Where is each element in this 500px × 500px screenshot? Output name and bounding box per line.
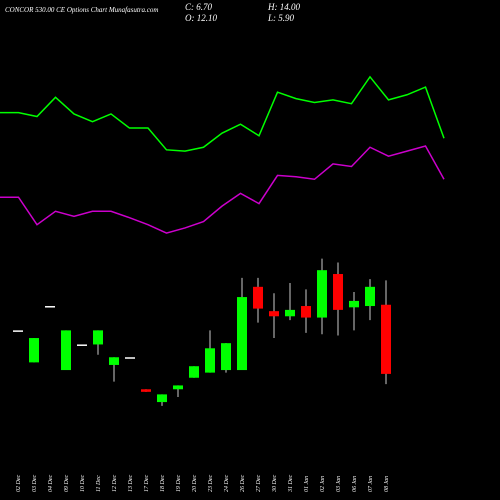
candle-body	[269, 311, 279, 317]
overlay-line	[0, 145, 445, 234]
info-low: L: 5.90	[267, 13, 295, 23]
candle-body	[349, 300, 359, 308]
candle-body	[253, 286, 263, 309]
x-tick-label: 01 Jan	[304, 476, 310, 492]
x-tick-label: 11 Dec	[96, 475, 102, 492]
candle-body	[77, 344, 87, 346]
x-tick-label: 31 Dec	[288, 475, 294, 493]
candle-body	[29, 338, 39, 363]
candle-body	[61, 330, 71, 371]
candle-body	[93, 330, 103, 345]
x-tick-label: 20 Dec	[192, 475, 198, 492]
candle-body	[141, 389, 151, 392]
x-tick-label: 30 Dec	[272, 475, 278, 493]
x-tick-label: 23 Dec	[208, 475, 214, 492]
info-open: O: 12.10	[185, 13, 217, 23]
candle-body	[173, 385, 183, 390]
x-tick-label: 24 Dec	[223, 475, 230, 492]
x-tick-label: 12 Dec	[112, 475, 118, 492]
x-tick-label: 04 Dec	[47, 475, 54, 492]
candle-body	[125, 357, 135, 359]
candle-body	[301, 306, 311, 318]
x-tick-label: 26 Dec	[240, 475, 246, 492]
candle-body	[109, 357, 119, 365]
candle-body	[205, 348, 215, 373]
candle-body	[365, 286, 375, 307]
x-tick-label: 06 Jan	[352, 476, 358, 492]
x-tick-label: 08 Jan	[384, 476, 390, 492]
chart-title: CONCOR 530.00 CE Options Chart Munafasut…	[5, 6, 158, 14]
info-high: H: 14.00	[267, 2, 300, 12]
x-tick-label: 02 Dec	[16, 475, 22, 492]
x-tick-label: 07 Jan	[368, 476, 374, 492]
x-tick-label: 17 Dec	[144, 475, 150, 492]
candle-body	[13, 330, 23, 332]
candle-body	[189, 366, 199, 378]
x-tick-label: 18 Dec	[160, 475, 166, 492]
candle-body	[221, 343, 231, 371]
x-tick-label: 03 Dec	[32, 475, 38, 492]
x-tick-label: 27 Dec	[256, 475, 262, 492]
x-tick-label: 03 Jan	[336, 476, 342, 492]
x-tick-label: 02 Jan	[320, 476, 326, 492]
candle-body	[237, 297, 247, 371]
candle-body	[381, 304, 391, 374]
candle-body	[157, 394, 167, 403]
x-tick-label: 19 Dec	[176, 475, 182, 492]
x-tick-label: 09 Dec	[64, 475, 70, 492]
x-tick-label: 10 Dec	[80, 475, 86, 492]
candle-body	[285, 309, 295, 317]
candle-body	[45, 306, 55, 308]
info-close: C: 6.70	[185, 2, 213, 12]
overlay-line	[0, 75, 445, 152]
candle-body	[333, 274, 343, 310]
x-tick-label: 13 Dec	[128, 475, 134, 492]
candle-body	[317, 270, 327, 318]
